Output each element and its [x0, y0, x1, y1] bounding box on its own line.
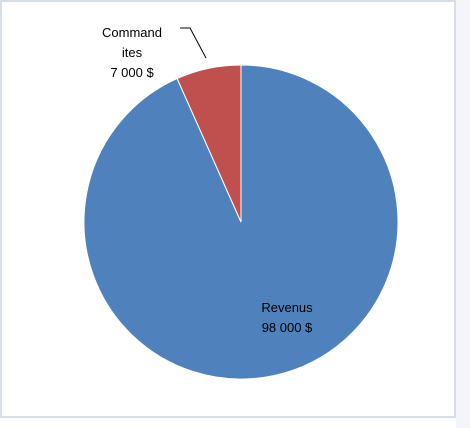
label-revenus-value: 98 000 $ — [262, 320, 313, 335]
leader-line — [180, 27, 207, 59]
label-command-line1: Command — [102, 25, 162, 40]
label-command-line2: ites — [122, 45, 143, 60]
label-revenus-line1: Revenus — [261, 300, 313, 315]
pie-slice-command-ites — [176, 64, 242, 223]
label-command-value: 7 000 $ — [110, 65, 154, 80]
pie-slices — [83, 64, 399, 380]
window-edge — [456, 0, 470, 428]
